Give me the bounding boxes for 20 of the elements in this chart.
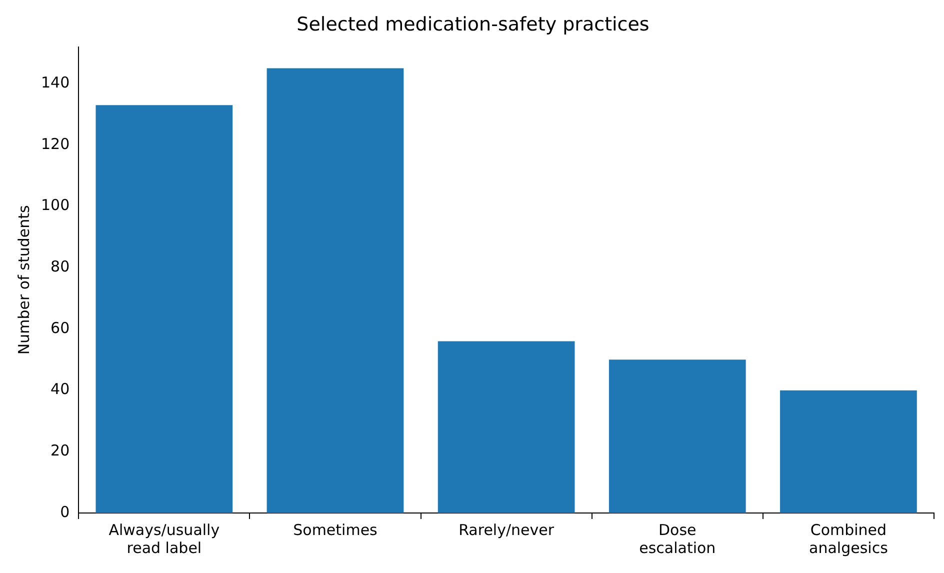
- y-tick-label: 40: [50, 380, 70, 398]
- bar: [438, 341, 575, 513]
- x-tick-label: Dose escalation: [639, 520, 716, 557]
- bar: [608, 360, 746, 513]
- y-tick-label: 60: [50, 318, 70, 337]
- y-tick-label: 120: [40, 134, 70, 153]
- y-tick-label: 100: [40, 196, 70, 214]
- bar: [266, 68, 404, 513]
- bar: [780, 390, 917, 513]
- y-tick-label: 0: [60, 502, 70, 521]
- x-tick-label: Sometimes: [293, 520, 378, 539]
- y-axis-title: Number of students: [14, 205, 33, 355]
- y-tick-label: 140: [40, 73, 70, 92]
- y-tick-label: 80: [50, 258, 70, 276]
- chart-title: Selected medication-safety practices: [296, 13, 650, 36]
- x-tick-label: Always/usually read label: [108, 520, 220, 557]
- y-tick-label: 20: [50, 442, 70, 460]
- x-tick-label: Rarely/never: [458, 520, 555, 539]
- bar: [96, 105, 233, 513]
- x-tick-label: Combined analgesics: [809, 520, 888, 557]
